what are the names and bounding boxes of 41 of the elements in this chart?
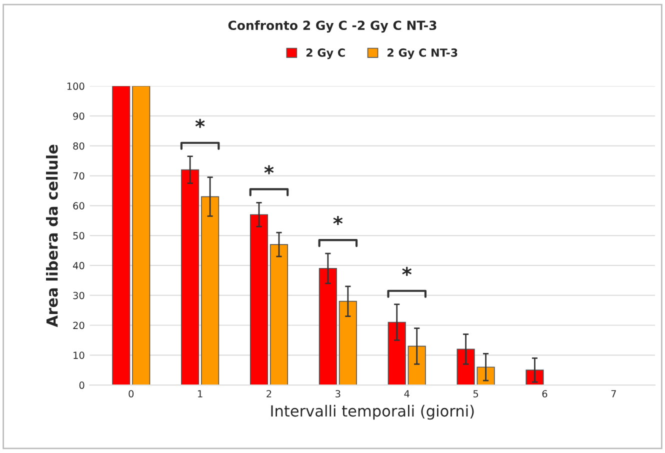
- legend-label: 2 Gy C: [306, 48, 345, 60]
- x-tick-label: 2: [266, 390, 272, 398]
- x-tick-label: 1: [198, 390, 202, 398]
- bar: [112, 86, 130, 386]
- bar: [318, 268, 337, 386]
- y-tick-label: 80: [73, 142, 84, 150]
- y-tick-label: 50: [73, 232, 84, 240]
- y-axis-title: Area libera da cellule: [46, 144, 58, 328]
- y-tick-label: 30: [73, 292, 84, 300]
- annotation: *: [333, 216, 343, 226]
- y-tick-label: 100: [67, 82, 84, 90]
- annotation: *: [402, 266, 412, 276]
- x-tick-label: 0: [128, 390, 134, 398]
- x-tick-label: 6: [542, 390, 548, 398]
- y-tick-label: 70: [73, 172, 84, 180]
- y-tick-label: 40: [73, 262, 84, 270]
- legend-label: 2 Gy C NT-3: [388, 48, 458, 60]
- bar: [201, 196, 220, 386]
- y-tick-label: 0: [79, 382, 84, 389]
- bar: [476, 366, 495, 386]
- x-tick-label: 3: [336, 390, 340, 398]
- x-axis-title: Intervalli temporali (giorni): [271, 404, 474, 420]
- bar: [526, 370, 544, 386]
- chart-title: Confronto 2 Gy C -2 Gy C NT-3: [228, 20, 436, 33]
- bar: [132, 86, 150, 386]
- y-tick-label: 90: [73, 112, 84, 120]
- bar: [408, 346, 426, 386]
- bar: [338, 300, 357, 386]
- bar: [181, 169, 200, 386]
- y-tick-label: 20: [73, 322, 84, 330]
- x-tick-label: 4: [404, 390, 410, 398]
- bar: [456, 348, 475, 386]
- annotation: *: [195, 118, 205, 128]
- annotation: *: [264, 165, 274, 174]
- bar: [270, 244, 288, 386]
- bar: [388, 322, 406, 386]
- x-tick-label: 5: [473, 390, 478, 398]
- bar: [250, 214, 268, 386]
- y-tick-label: 60: [73, 202, 84, 210]
- x-tick-label: 7: [611, 390, 616, 398]
- y-tick-label: 10: [74, 352, 84, 359]
